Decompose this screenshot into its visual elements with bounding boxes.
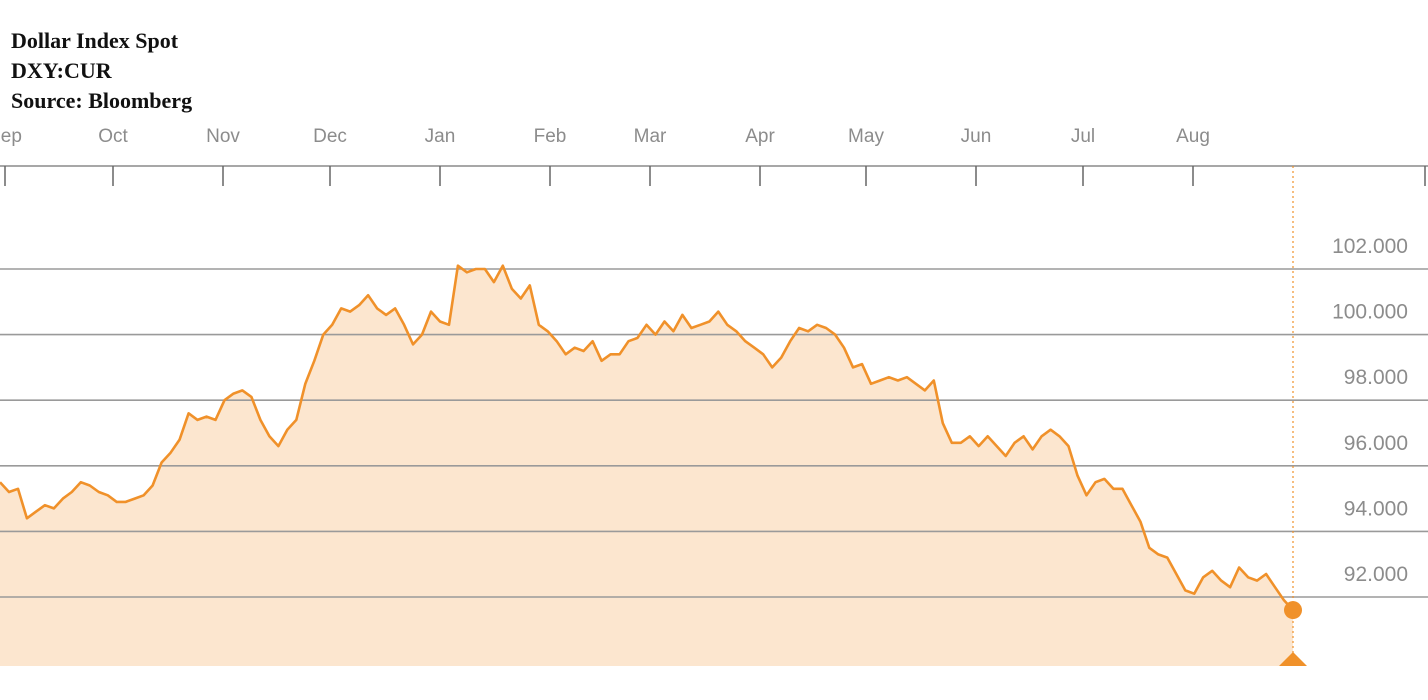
- x-tick-label: Mar: [634, 126, 667, 147]
- y-tick-label: 92.000: [1344, 563, 1408, 586]
- cursor-handle: [1279, 652, 1307, 666]
- month-axis: Sep Oct Nov Dec Jan Feb Mar Apr May Jun Jul Aug: [0, 126, 1428, 186]
- line-layer: [0, 264, 1294, 611]
- y-tick-label: 96.000: [1344, 432, 1408, 455]
- y-tick-label: 98.000: [1344, 366, 1408, 389]
- y-tick-label: 102.000: [1332, 235, 1408, 258]
- y-tick-label: 94.000: [1344, 497, 1408, 520]
- x-tick-label: Nov: [206, 126, 240, 147]
- chart-title-block: Dollar Index Spot DXY:CUR Source: Bloomb…: [11, 26, 192, 116]
- x-tick-label: May: [848, 126, 884, 147]
- x-tick-label: Oct: [98, 126, 128, 147]
- x-tick-label: Jun: [961, 126, 992, 147]
- gridlines: [0, 268, 1428, 598]
- x-tick-label: Apr: [745, 126, 775, 147]
- x-tick-label: Sep: [0, 126, 22, 147]
- chart-title: Dollar Index Spot: [11, 28, 179, 53]
- x-tick-label: Jan: [425, 126, 456, 147]
- ticker-label: DXY:CUR: [11, 58, 112, 83]
- marker-layer: [1279, 166, 1307, 666]
- y-axis-labels: 102.000 100.000 98.000 96.000 94.000 92.000: [1332, 235, 1408, 586]
- series-line: [0, 264, 1294, 611]
- x-tick-label: Aug: [1176, 126, 1210, 147]
- x-tick-label: Dec: [313, 126, 347, 147]
- source-label: Source: Bloomberg: [11, 88, 193, 113]
- last-point-marker: [1284, 601, 1302, 620]
- x-tick-label: Feb: [534, 126, 567, 147]
- y-tick-label: 100.000: [1332, 301, 1408, 324]
- x-tick-label: Jul: [1071, 126, 1095, 147]
